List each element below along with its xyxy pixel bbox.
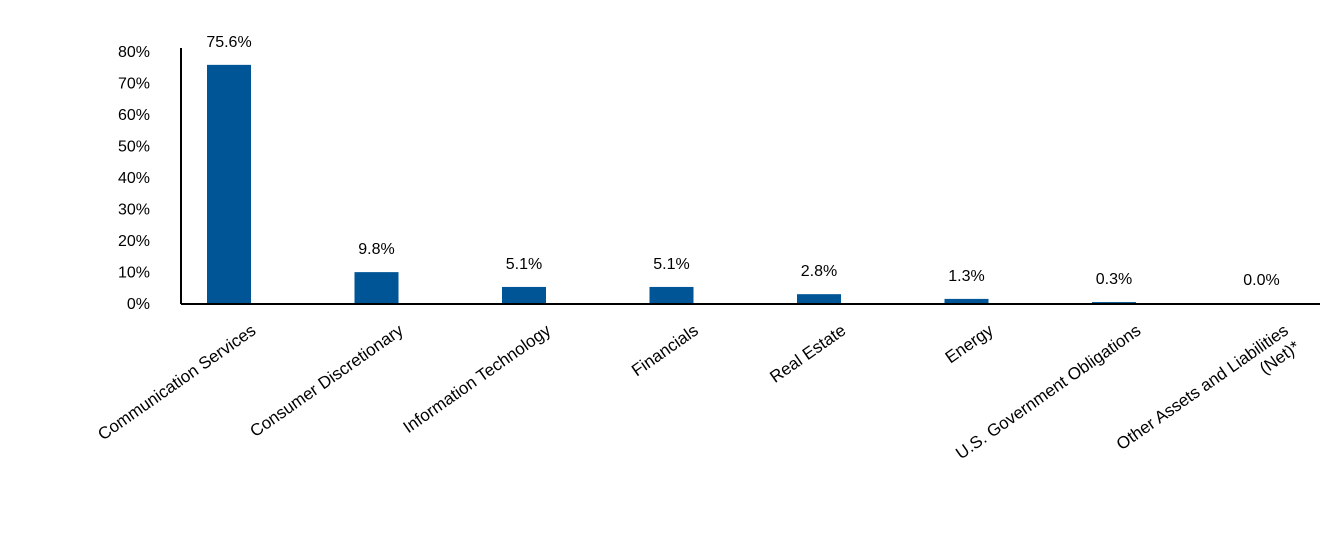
bar	[1092, 302, 1136, 303]
y-tick-label: 80%	[118, 44, 150, 61]
x-category-label-line: Other Assets and Liabilities	[1113, 321, 1292, 454]
data-label: 5.1%	[653, 256, 689, 273]
bar	[797, 294, 841, 303]
y-tick-label: 60%	[118, 107, 150, 124]
x-category-label-line: Information Technology	[400, 320, 555, 436]
data-label: 0.0%	[1243, 272, 1279, 289]
x-category-label-line: Financials	[628, 321, 702, 380]
data-label: 75.6%	[206, 34, 251, 51]
x-category-label-line: Consumer Discretionary	[247, 320, 408, 440]
x-category-label-line: Real Estate	[766, 321, 849, 387]
bar	[649, 286, 694, 303]
data-label: 5.1%	[506, 256, 542, 273]
y-tick-label: 0%	[127, 296, 150, 313]
data-label: 0.3%	[1096, 271, 1132, 288]
x-category-label: Information Technology	[400, 320, 555, 436]
data-labels: 75.6% 9.8% 5.1% 5.1% 2.8% 1.3% 0.3% 0.0%	[206, 34, 1279, 289]
x-category-label: Financials	[628, 321, 702, 380]
y-tick-label: 70%	[118, 76, 150, 93]
bar	[207, 64, 251, 303]
y-tick-label: 30%	[118, 202, 150, 219]
data-label: 2.8%	[801, 263, 837, 280]
bar	[944, 298, 989, 303]
x-category-label-line: Communication Services	[94, 321, 259, 444]
x-category-label: Other Assets and Liabilities(Net)*	[1113, 321, 1304, 454]
y-axis: 0% 10% 20% 30% 40% 50% 60% 70% 80%	[118, 44, 182, 313]
data-label: 9.8%	[358, 241, 394, 258]
y-tick-label: 20%	[118, 233, 150, 250]
y-tick-label: 10%	[118, 265, 150, 282]
y-tick-label: 50%	[118, 139, 150, 156]
x-category-label-line: Energy	[942, 320, 997, 367]
y-tick-label: 40%	[118, 170, 150, 187]
bars	[207, 64, 1136, 303]
x-category-label: Real Estate	[766, 321, 849, 387]
bar	[354, 272, 399, 303]
bar	[502, 286, 546, 303]
x-category-label: Energy	[942, 320, 997, 367]
data-label: 1.3%	[948, 268, 984, 285]
x-category-label: Consumer Discretionary	[247, 320, 408, 440]
x-category-label: Communication Services	[94, 321, 259, 444]
